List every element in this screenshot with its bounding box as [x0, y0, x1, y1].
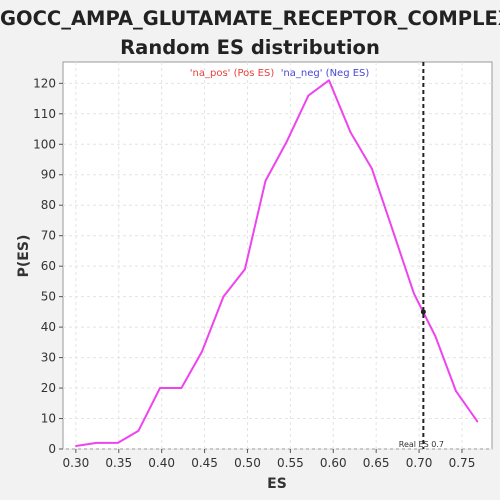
y-tick-label: 10 [41, 412, 56, 426]
y-tick-label: 0 [48, 442, 56, 456]
data-point [180, 387, 183, 389]
data-point [307, 94, 310, 97]
y-tick-label: 60 [41, 259, 56, 273]
chart-title-line1: GOCC_AMPA_GLUTAMATE_RECEPTOR_COMPLEX: [0, 7, 500, 30]
x-axis-ticks: 0.30 0.35 0.40 0.45 0.50 0.55 0.60 0.65 0.70 0.75 [63, 449, 476, 470]
x-tick-label: 0.35 [105, 456, 132, 470]
chart-title: GOCC_AMPA_GLUTAMATE_RECEPTOR_COMPLEX: Ra… [0, 4, 500, 62]
x-tick-label: 0.30 [63, 456, 90, 470]
y-tick-label: 30 [41, 351, 56, 365]
y-tick-label: 40 [41, 320, 56, 334]
data-point [244, 268, 246, 271]
chart-title-line2: Random ES distribution [120, 36, 380, 59]
es-distribution-line [75, 79, 479, 447]
legend-entry: 'na_neg' (Neg ES) [281, 68, 370, 79]
y-tick-label: 20 [41, 381, 56, 395]
x-tick-label: 0.45 [191, 456, 218, 470]
data-point [286, 140, 288, 143]
plot-area [62, 61, 493, 450]
data-point [201, 350, 203, 353]
y-tick-label: 70 [41, 229, 56, 243]
data-point [349, 131, 352, 133]
y-tick-label: 90 [41, 168, 56, 182]
x-tick-label: 0.65 [363, 456, 390, 470]
data-point [117, 442, 119, 444]
data-point [137, 429, 140, 432]
data-point [328, 79, 330, 82]
data-point [371, 167, 373, 170]
x-tick-label: 0.75 [449, 456, 476, 470]
data-point [455, 390, 457, 392]
data-point [264, 180, 267, 182]
y-tick-label: 50 [41, 290, 56, 304]
grid-lines [63, 62, 492, 450]
data-point [413, 292, 415, 295]
data-point [476, 420, 479, 423]
x-tick-label: 0.40 [148, 456, 175, 470]
data-point [391, 228, 394, 231]
data-point [222, 295, 225, 298]
y-axis-ticks: 0 10 20 30 40 50 60 70 80 90 100 110 120 [33, 76, 63, 456]
y-tick-label: 100 [33, 137, 56, 151]
series-layer [75, 79, 479, 447]
y-tick-label: 110 [33, 107, 56, 121]
x-tick-label: 0.60 [320, 456, 347, 470]
data-point [75, 445, 77, 447]
data-point [159, 387, 161, 389]
x-axis-label: ES [267, 476, 287, 492]
legend-entry: 'na_pos' (Pos ES) [190, 68, 275, 79]
x-tick-label: 0.70 [406, 456, 433, 470]
data-point [95, 442, 98, 444]
y-tick-label: 120 [33, 76, 56, 90]
real-es-layer: Real ES 0.7 [399, 62, 444, 449]
x-tick-label: 0.50 [234, 456, 261, 470]
y-tick-label: 80 [41, 198, 56, 212]
x-tick-label: 0.55 [277, 456, 304, 470]
legend: 'na_pos' (Pos ES) 'na_neg' (Neg ES) [190, 68, 370, 79]
y-axis-label: P(ES) [16, 235, 32, 278]
real-es-label: Real ES 0.7 [399, 440, 444, 449]
real-es-marker [420, 309, 426, 315]
data-point [434, 335, 437, 338]
